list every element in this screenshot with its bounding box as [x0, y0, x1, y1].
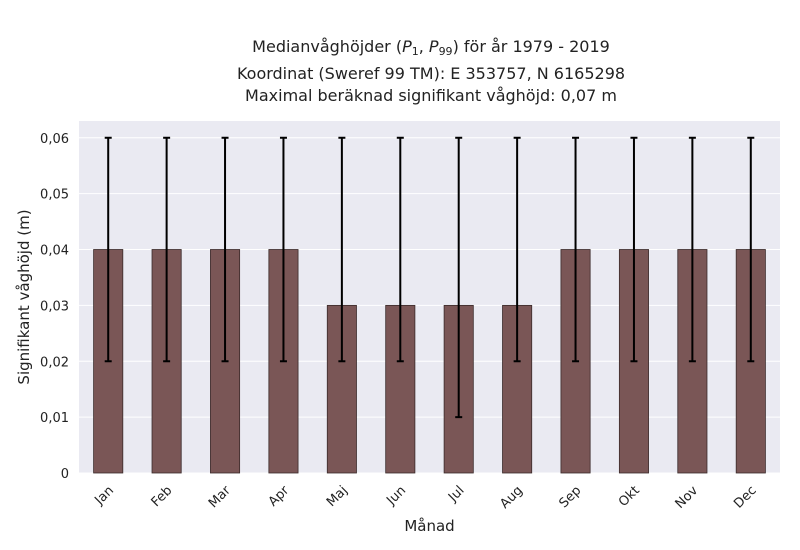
x-tick-label: Jun — [383, 483, 409, 509]
x-tick-label: Sep — [556, 483, 584, 511]
x-tick-label: Feb — [149, 483, 176, 510]
plot-area — [79, 121, 780, 473]
title-p-low-symbol: P — [402, 37, 412, 56]
y-tick-label: 0,05 — [40, 188, 69, 203]
x-axis-label: Månad — [404, 517, 454, 535]
x-tick-label: Aug — [497, 483, 526, 512]
y-tick-label: 0,01 — [40, 411, 69, 426]
x-tick-label: Jul — [445, 483, 467, 505]
title-p-low-subscript: 1 — [411, 45, 419, 58]
x-tick-label: Mar — [206, 483, 234, 511]
x-tick-label: Okt — [616, 483, 643, 510]
y-tick-label: 0 — [61, 467, 69, 482]
title-line-1-prefix: Medianvåghöjder ( — [252, 37, 403, 56]
title-p-high-subscript: 99 — [438, 45, 453, 58]
title-line-3: Maximal beräknad signifikant våghöjd: 0,… — [245, 86, 617, 105]
x-tick-label: Maj — [324, 483, 351, 510]
title-p-separator: , — [418, 37, 429, 56]
y-tick-label: 0,03 — [40, 299, 69, 314]
title-p-high-symbol: P — [428, 37, 439, 56]
x-tick-label: Dec — [731, 483, 759, 511]
y-tick-label: 0,04 — [40, 244, 69, 259]
y-tick-label: 0,02 — [40, 355, 69, 370]
x-tick-label: Jan — [92, 483, 117, 508]
y-axis-label: Signifikant våghöjd (m) — [15, 209, 33, 384]
y-tick-label: 0,06 — [40, 132, 69, 147]
x-tick-label: Apr — [266, 483, 293, 510]
title-line-1: Medianvåghöjder (P1, P99) för år 1979 - … — [0, 36, 800, 63]
chart-title: Medianvåghöjder (P1, P99) för år 1979 - … — [0, 36, 800, 107]
title-line-2: Koordinat (Sweref 99 TM): E 353757, N 61… — [236, 64, 626, 83]
x-tick-label: Nov — [673, 483, 702, 512]
title-line-1-suffix: ) för år 1979 - 2019 — [452, 37, 610, 56]
